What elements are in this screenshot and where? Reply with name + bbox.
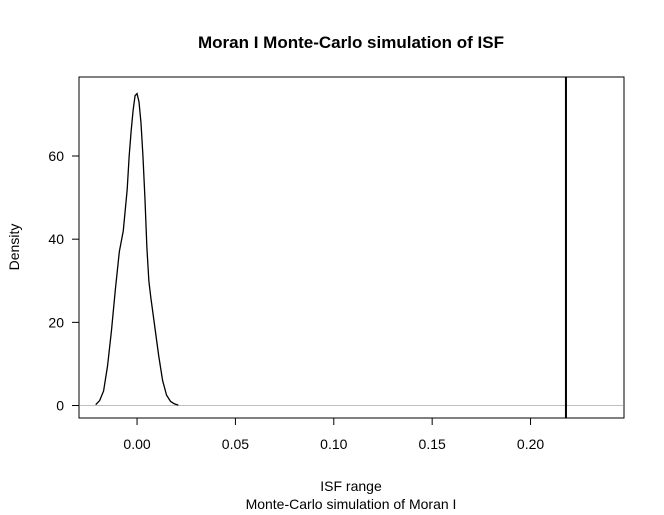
y-tick-label: 20: [48, 314, 64, 330]
x-tick-label: 0.10: [320, 436, 347, 452]
density-curve: [95, 92, 179, 406]
x-axis-sublabel: Monte-Carlo simulation of Moran I: [246, 496, 457, 512]
x-tick-label: 0.05: [222, 436, 249, 452]
y-axis: 0 20 40 60: [48, 148, 80, 414]
y-tick-label: 40: [48, 231, 64, 247]
x-axis: 0.00 0.05 0.10 0.15 0.20: [123, 417, 544, 452]
y-tick-label: 60: [48, 148, 64, 164]
x-axis-label: ISF range: [320, 478, 382, 494]
chart-title: Moran I Monte-Carlo simulation of ISF: [198, 33, 504, 52]
y-tick-label: 0: [56, 398, 64, 414]
x-tick-label: 0.15: [419, 436, 446, 452]
x-tick-label: 0.00: [123, 436, 150, 452]
x-tick-label: 0.20: [517, 436, 544, 452]
y-axis-label: Density: [6, 224, 22, 271]
